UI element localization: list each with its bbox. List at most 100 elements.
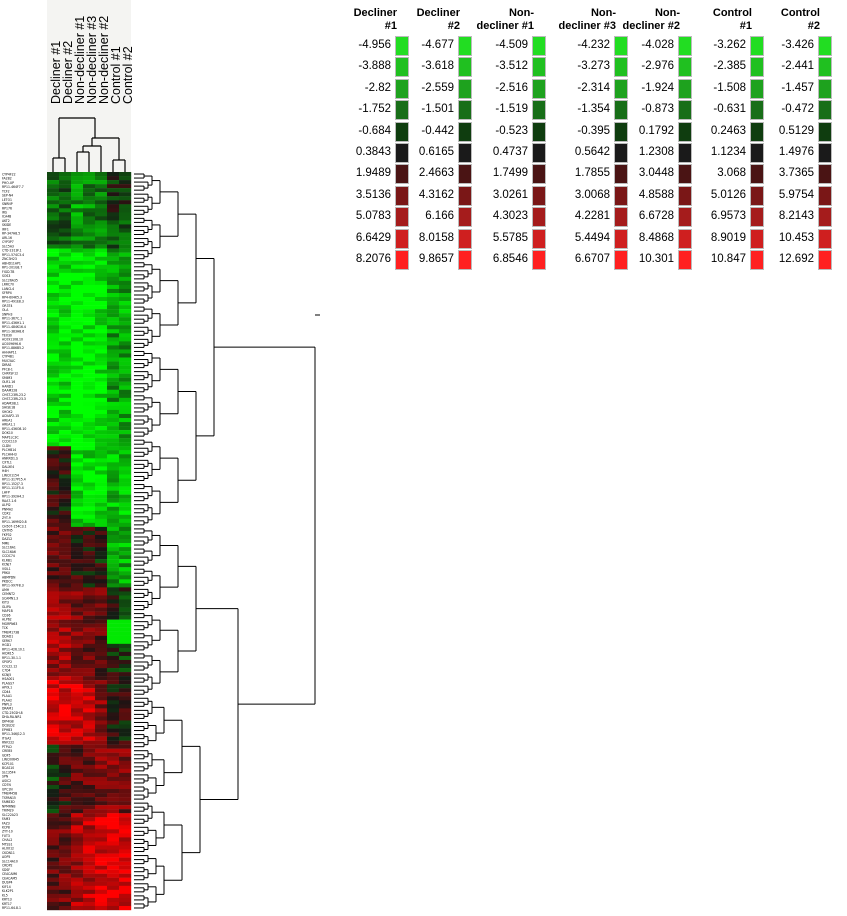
heatmap-cell [95,583,108,588]
heatmap-cell [95,805,108,810]
heatmap-cell [107,526,120,532]
heatmap-cell [47,776,60,782]
heatmap-cell [47,595,60,600]
heatmap-cell [83,284,96,290]
heatmap-cell [47,784,60,790]
heatmap-cell [71,543,84,548]
heatmap-cell [71,635,84,641]
heatmap-cell [107,643,120,649]
heatmap-cell [83,724,96,729]
row-label: RP11-111F5.4 [2,486,24,490]
heatmap-cell [47,514,60,520]
heatmap-cell [119,833,132,838]
heatmap-cell [71,559,84,564]
heatmap-cell [59,813,72,818]
heatmap-cell [47,490,60,495]
heatmap-cell [47,196,60,201]
row-label: RP11-392H4.2 [2,495,24,499]
legend-value: 9.8657 [418,253,454,265]
legend-color-swatch [614,36,628,56]
heatmap-cell [95,236,108,241]
heatmap-cell [47,353,60,358]
heatmap-cell [47,825,60,830]
heatmap-cell [71,643,84,649]
heatmap-cell [119,486,132,491]
heatmap-cell [119,534,132,540]
heatmap-cell [59,224,72,229]
heatmap-cell [119,869,132,874]
row-label: NPMRNB [2,804,15,808]
heatmap-cell [107,740,120,745]
heatmap-cell [83,555,96,560]
heatmap-cell [71,744,84,749]
heatmap-cell [47,696,60,701]
heatmap-cell [83,498,96,503]
heatmap-cell [71,276,84,282]
heatmap-cell [83,599,96,604]
heatmap-cell [47,627,60,632]
heatmap-cell [119,482,132,487]
heatmap-cell [119,857,132,862]
heatmap-cell [119,764,132,770]
heatmap-cell [119,651,132,657]
heatmap-cell [83,418,96,423]
heatmap-cell [95,555,108,560]
heatmap-cell [107,595,120,600]
heatmap-cell [47,833,60,838]
row-label: HGD1 [2,643,11,647]
row-label: RP176 [2,206,12,210]
heatmap-cell [83,744,96,749]
heatmap-cell [107,551,120,556]
heatmap-cell [71,369,84,374]
heatmap-cell [47,518,60,524]
heatmap-cell [119,619,132,624]
heatmap-cell [119,772,132,778]
heatmap-cell [71,474,84,479]
heatmap-cell [71,232,84,237]
legend-value: 5.4494 [574,231,610,244]
heatmap-cell [83,776,96,782]
heatmap-cell [119,506,132,511]
heatmap-cell [71,180,84,185]
heatmap-cell [83,784,96,790]
heatmap-cell [83,321,96,326]
heatmap-cell [119,317,132,322]
heatmap-cell [59,639,72,645]
heatmap-cell [59,801,72,806]
heatmap-cell [119,563,132,568]
heatmap-cell [83,196,96,201]
heatmap-cell [95,337,108,342]
heatmap-cell [47,325,60,330]
heatmap-cell [71,869,84,874]
legend-column-header: Decliner #1 [327,7,397,33]
heatmap-cell [107,426,120,431]
heatmap-cell [59,668,72,673]
heatmap-cell [71,797,84,802]
legend-color-swatch [614,164,628,185]
heatmap-cell [83,849,96,854]
heatmap-cell [47,506,60,511]
heatmap-cell [83,893,96,899]
heatmap-cell [71,216,84,221]
legend-value: 4.3023 [492,210,528,223]
heatmap-cell [83,502,96,507]
heatmap-cell [47,639,60,645]
heatmap-cell [107,764,120,770]
heatmap-cell [107,292,120,298]
legend-value: -3.262 [713,39,746,51]
heatmap-cell [83,494,96,499]
heatmap-cell [83,337,96,342]
heatmap-cell [83,829,96,834]
heatmap-cell [83,288,96,294]
heatmap-cell [59,466,72,471]
heatmap-cell [71,280,84,286]
legend-value: 1.4976 [778,146,814,158]
heatmap-cell [71,575,84,580]
heatmap-cell [83,454,96,459]
heatmap-cell [71,381,84,386]
heatmap-cell [83,450,96,455]
row-label: TCK [1,626,9,630]
heatmap-cell [47,583,60,588]
row-label: LINC01154 [2,473,19,477]
legend-color-swatch [818,121,832,142]
